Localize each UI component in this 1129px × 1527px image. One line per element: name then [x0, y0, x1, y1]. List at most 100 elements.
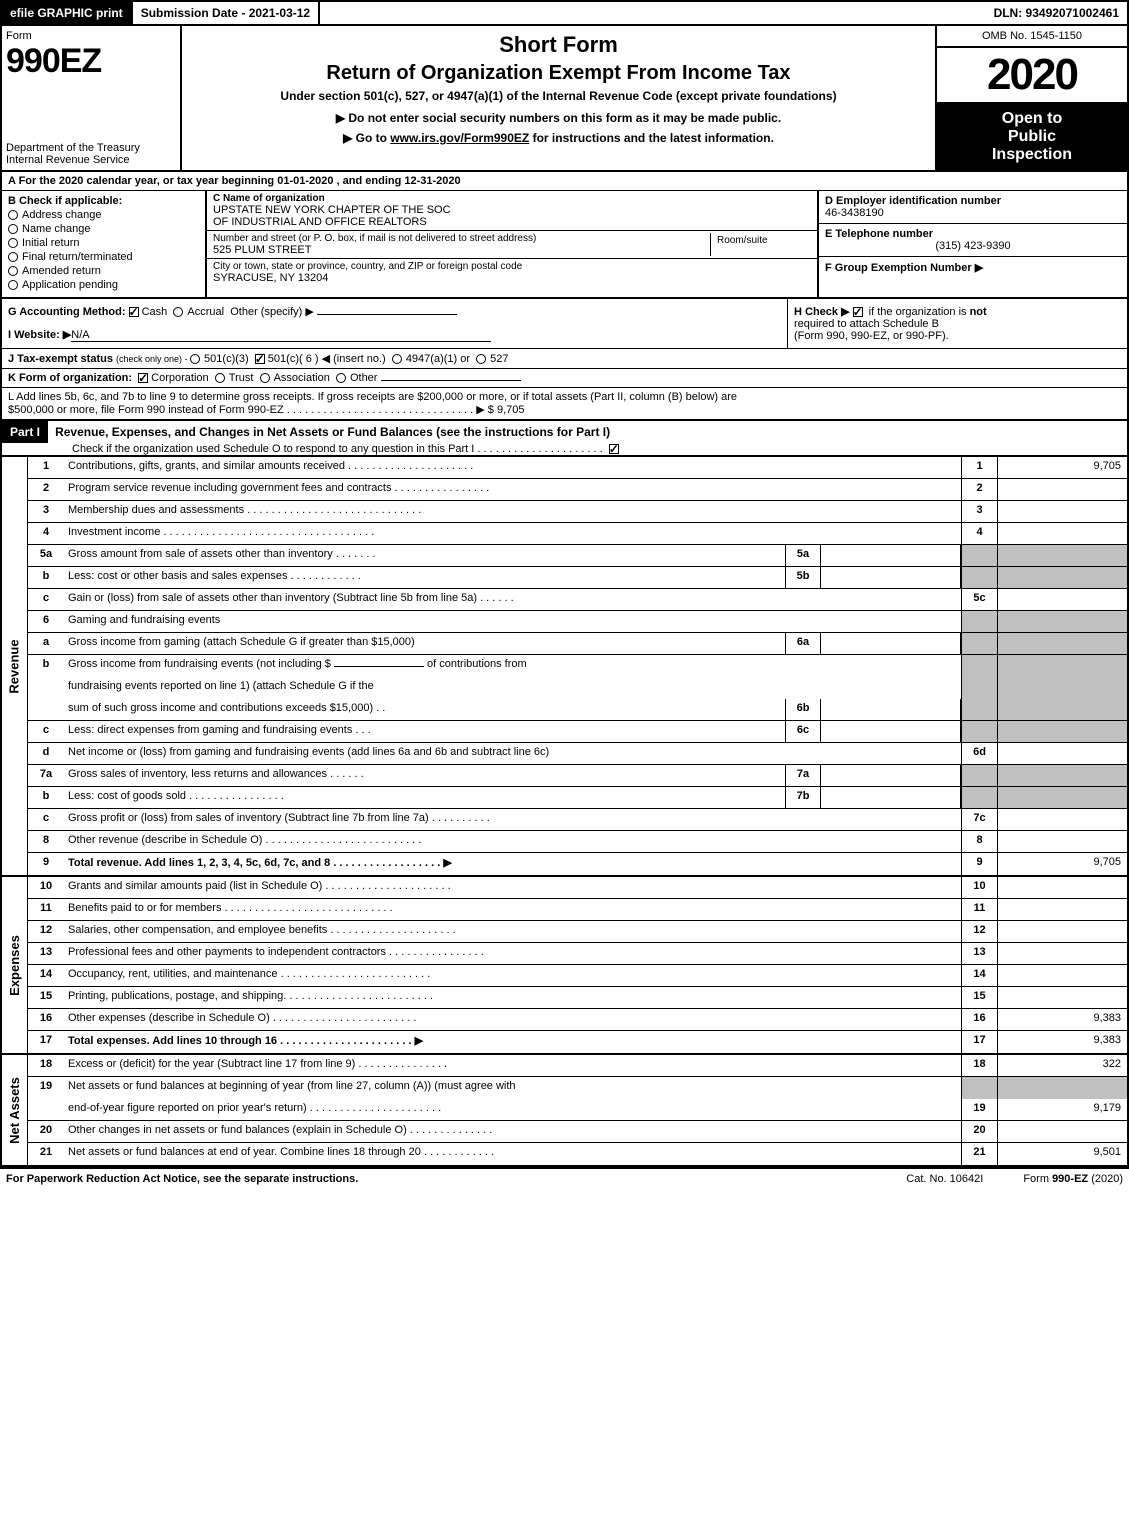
line-rval: 9,501 [997, 1143, 1127, 1165]
line-rbox: 18 [961, 1055, 997, 1076]
line-rbox-shade [961, 787, 997, 808]
line-17: 17 Total expenses. Add lines 10 through … [28, 1031, 1127, 1053]
line-num: b [28, 787, 64, 808]
radio-527[interactable] [476, 354, 486, 364]
line-6c: c Less: direct expenses from gaming and … [28, 721, 1127, 743]
line-desc: Gross income from fundraising events (no… [64, 655, 961, 677]
line-6b-1: b Gross income from fundraising events (… [28, 655, 1127, 677]
line-num: 9 [28, 853, 64, 875]
revenue-lines: 1 Contributions, gifts, grants, and simi… [28, 457, 1127, 875]
open-to-public: Open to Public Inspection [937, 104, 1127, 170]
opt-amended-return[interactable]: Amended return [8, 265, 199, 277]
line-rval-shade [997, 787, 1127, 808]
checkbox-cash[interactable] [129, 307, 139, 317]
line-rval-shade [997, 633, 1127, 654]
cat-no: Cat. No. 10642I [906, 1173, 983, 1185]
part-1-badge: Part I [2, 421, 48, 443]
paperwork-notice: For Paperwork Reduction Act Notice, see … [6, 1173, 866, 1185]
line-desc: Gross sales of inventory, less returns a… [64, 765, 785, 786]
line-rbox: 20 [961, 1121, 997, 1142]
k-other-input[interactable] [381, 380, 521, 381]
line-rbox: 5c [961, 589, 997, 610]
checkbox-501c[interactable] [255, 354, 265, 364]
line-desc: sum of such gross income and contributio… [64, 699, 785, 720]
circle-icon [8, 252, 18, 262]
line-num: 16 [28, 1009, 64, 1030]
row-g-h: G Accounting Method: Cash Accrual Other … [2, 299, 1127, 349]
h-not: not [970, 306, 987, 318]
line-midval [821, 545, 961, 566]
line-midbox: 6c [785, 721, 821, 742]
header-right: OMB No. 1545-1150 2020 Open to Public In… [937, 26, 1127, 170]
radio-trust[interactable] [215, 373, 225, 383]
radio-accrual[interactable] [173, 307, 183, 317]
line-10: 10 Grants and similar amounts paid (list… [28, 877, 1127, 899]
line-desc: Less: cost or other basis and sales expe… [64, 567, 785, 588]
line-num [28, 677, 64, 699]
f-label: F Group Exemption Number ▶ [825, 262, 983, 274]
line-rval-shade [997, 1077, 1127, 1099]
line-rbox: 3 [961, 501, 997, 522]
line-rval: 9,383 [997, 1031, 1127, 1053]
line-rval: 9,705 [997, 853, 1127, 875]
opt-address-change[interactable]: Address change [8, 209, 199, 221]
opt-initial-return[interactable]: Initial return [8, 237, 199, 249]
line-desc: Membership dues and assessments . . . . … [64, 501, 961, 522]
j-o1: 501(c)(3) [204, 353, 249, 365]
line-6a: a Gross income from gaming (attach Sched… [28, 633, 1127, 655]
ssn-warning: ▶ Do not enter social security numbers o… [192, 111, 925, 125]
part-1-sub-text: Check if the organization used Schedule … [72, 443, 603, 455]
g-other-input[interactable] [317, 314, 457, 315]
circle-icon [8, 224, 18, 234]
g-other: Other (specify) ▶ [230, 306, 314, 318]
goto-line: ▶ Go to www.irs.gov/Form990EZ for instru… [192, 131, 925, 145]
line-num: 7a [28, 765, 64, 786]
e-label: E Telephone number [825, 228, 933, 240]
line-rbox-shade [961, 611, 997, 632]
line-a-end: 12-31-2020 [404, 175, 460, 187]
revenue-section: Revenue 1 Contributions, gifts, grants, … [2, 457, 1127, 877]
line-num: 19 [28, 1077, 64, 1099]
line-rval [997, 1121, 1127, 1142]
checkbox-schedule-o[interactable] [609, 444, 619, 454]
line-rval: 9,179 [997, 1099, 1127, 1120]
line-rval [997, 831, 1127, 852]
l6b-amount[interactable] [334, 666, 424, 667]
efile-label[interactable]: efile GRAPHIC print [2, 2, 133, 24]
line-desc: Less: direct expenses from gaming and fu… [64, 721, 785, 742]
radio-association[interactable] [260, 373, 270, 383]
opt-final-return[interactable]: Final return/terminated [8, 251, 199, 263]
line-5a: 5a Gross amount from sale of assets othe… [28, 545, 1127, 567]
header-center: Short Form Return of Organization Exempt… [182, 26, 937, 170]
line-num: 10 [28, 877, 64, 898]
line-num: c [28, 721, 64, 742]
open2: Public [941, 128, 1123, 146]
line-rval-shade [997, 721, 1127, 742]
checkbox-corporation[interactable] [138, 373, 148, 383]
part-1-sub: Check if the organization used Schedule … [2, 443, 1127, 455]
city-state-zip: SYRACUSE, NY 13204 [213, 272, 811, 284]
street-address: 525 PLUM STREET [213, 244, 710, 256]
radio-other[interactable] [336, 373, 346, 383]
line-desc: Excess or (deficit) for the year (Subtra… [64, 1055, 961, 1076]
col-de: D Employer identification number 46-3438… [817, 191, 1127, 297]
line-6b-3: sum of such gross income and contributio… [28, 699, 1127, 721]
line-rbox-shade [961, 1077, 997, 1099]
goto-post: for instructions and the latest informat… [529, 131, 774, 145]
line-rbox: 21 [961, 1143, 997, 1165]
opt-name-change[interactable]: Name change [8, 223, 199, 235]
circle-icon [8, 210, 18, 220]
col-c: C Name of organization UPSTATE NEW YORK … [207, 191, 817, 297]
goto-link[interactable]: www.irs.gov/Form990EZ [390, 131, 529, 145]
city-label: City or town, state or province, country… [213, 261, 811, 272]
radio-501c3[interactable] [190, 354, 200, 364]
opt-application-pending[interactable]: Application pending [8, 279, 199, 291]
addr-label: Number and street (or P. O. box, if mail… [213, 233, 710, 244]
checkbox-h[interactable] [853, 307, 863, 317]
line-desc: Total revenue. Add lines 1, 2, 3, 4, 5c,… [64, 853, 961, 875]
radio-4947[interactable] [392, 354, 402, 364]
line-4: 4 Investment income . . . . . . . . . . … [28, 523, 1127, 545]
netassets-section: Net Assets 18 Excess or (deficit) for th… [2, 1055, 1127, 1167]
line-desc: Professional fees and other payments to … [64, 943, 961, 964]
line-midval [821, 787, 961, 808]
